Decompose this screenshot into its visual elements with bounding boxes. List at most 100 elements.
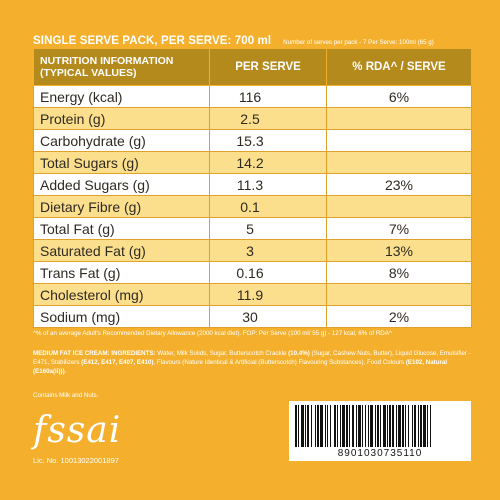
barcode-bar: [412, 405, 413, 447]
barcode-bar: [405, 405, 406, 447]
barcode-bar: [295, 405, 297, 447]
pack-header: SINGLE SERVE PACK, PER SERVE: 700 ml Numb…: [33, 31, 473, 49]
row-rda: 6%: [326, 85, 472, 108]
barcode-bar: [337, 405, 338, 447]
barcode-bar: [414, 405, 416, 447]
table-row: Added Sugars (g) 11.3 23%: [33, 173, 472, 196]
barcode-bar: [330, 405, 331, 447]
barcode-bar: [356, 405, 357, 447]
table-row: Saturated Fat (g) 3 13%: [33, 239, 472, 262]
barcode-bar: [427, 405, 428, 447]
row-value: 3: [209, 239, 327, 262]
pack-header-title: SINGLE SERVE PACK, PER SERVE: 700 ml: [33, 35, 272, 47]
barcode-bar: [389, 405, 391, 447]
row-value: 30: [209, 305, 327, 328]
barcode-bar: [334, 405, 336, 447]
barcode: 8901030735110: [289, 401, 471, 461]
barcode-bar: [418, 405, 419, 447]
barcode-bar: [398, 405, 401, 447]
barcode-bar: [298, 405, 299, 447]
barcode-bar: [423, 405, 426, 447]
barcode-bar: [325, 405, 326, 447]
barcode-bar: [352, 405, 354, 447]
row-value: 116: [209, 85, 327, 108]
ingredients-colours: (E102, Natural (E160a(ii))): [33, 359, 448, 375]
barcode-bar: [387, 405, 388, 447]
row-label: Added Sugars (g): [33, 173, 210, 196]
rda-footnote: ^% of an average Adult's Recommended Die…: [33, 330, 392, 337]
barcode-bar: [349, 405, 350, 447]
barcode-bar: [317, 405, 319, 447]
row-label: Cholesterol (mg): [33, 283, 210, 306]
barcode-bar: [380, 405, 381, 447]
ingredients-stabilizers: (E412, E417, E407, E410): [81, 359, 154, 366]
ingredients-part-2: (Sugar, Cashew Nuts, Butter), Liquid Glu…: [33, 350, 471, 366]
table-row: Carbohydrate (g) 15.3: [33, 129, 472, 152]
barcode-bar: [305, 405, 306, 447]
row-label: Sodium (mg): [33, 305, 210, 328]
barcode-bar: [315, 405, 316, 447]
row-label: Energy (kcal): [33, 85, 210, 108]
nutrition-table: NUTRITION INFORMATION (TYPICAL VALUES) P…: [33, 48, 472, 328]
row-rda: [326, 151, 472, 174]
table-row: Sodium (mg) 30 2%: [33, 305, 472, 328]
barcode-bars: [295, 405, 431, 447]
allergen-statement: Contains Milk and Nuts.: [33, 392, 99, 399]
barcode-bar: [311, 405, 312, 447]
row-rda: 8%: [326, 261, 472, 284]
table-row: Dietary Fibre (g) 0.1: [33, 195, 472, 218]
barcode-bar: [370, 405, 373, 447]
barcode-bar: [383, 405, 386, 447]
ingredients-crackle-percent: (10.4%): [288, 350, 310, 357]
barcode-bar: [320, 405, 323, 447]
row-rda: 2%: [326, 305, 472, 328]
row-rda: [326, 129, 472, 152]
row-rda: [326, 107, 472, 130]
barcode-bar: [327, 405, 328, 447]
table-row: Total Fat (g) 5 7%: [33, 217, 472, 240]
ingredients-part-3: , Flavours (Nature Identical & Artificia…: [153, 359, 406, 366]
row-label: Trans Fat (g): [33, 261, 210, 284]
row-value: 2.5: [209, 107, 327, 130]
barcode-bar: [342, 405, 345, 447]
barcode-bar: [392, 405, 394, 447]
header-per-serve: PER SERVE: [209, 48, 327, 86]
row-rda: [326, 195, 472, 218]
barcode-bar: [307, 405, 309, 447]
ingredients-text: MEDIUM FAT ICE CREAM: INGREDIENTS: Water…: [33, 349, 473, 376]
row-rda: 7%: [326, 217, 472, 240]
fssai-license-number: Lic. No. 10013022001897: [33, 456, 119, 465]
barcode-bar: [301, 405, 304, 447]
row-rda: [326, 283, 472, 306]
table-row: Protein (g) 2.5: [33, 107, 472, 130]
row-value: 11.9: [209, 283, 327, 306]
table-row: Energy (kcal) 116 6%: [33, 85, 472, 108]
barcode-bar: [420, 405, 422, 447]
row-value: 5: [209, 217, 327, 240]
row-label: Protein (g): [33, 107, 210, 130]
row-label: Total Fat (g): [33, 217, 210, 240]
row-label: Carbohydrate (g): [33, 129, 210, 152]
table-row: Trans Fat (g) 0.16 8%: [33, 261, 472, 284]
ingredients-heading: MEDIUM FAT ICE CREAM: INGREDIENTS:: [33, 350, 156, 357]
pack-header-note: Number of serves per pack - 7 Per Serve:…: [283, 39, 434, 46]
row-label: Total Sugars (g): [33, 151, 210, 174]
row-label: Saturated Fat (g): [33, 239, 210, 262]
barcode-bar: [340, 405, 341, 447]
header-nutrition-info: NUTRITION INFORMATION (TYPICAL VALUES): [33, 48, 210, 86]
row-value: 0.1: [209, 195, 327, 218]
fssai-logo: fssai: [33, 410, 122, 451]
row-rda: 23%: [326, 173, 472, 196]
row-rda: 13%: [326, 239, 472, 262]
nutrition-table-header: NUTRITION INFORMATION (TYPICAL VALUES) P…: [33, 48, 472, 86]
table-row: Cholesterol (mg) 11.9: [33, 283, 472, 306]
barcode-bar: [396, 405, 397, 447]
table-row: Total Sugars (g) 14.2: [33, 151, 472, 174]
barcode-bar: [358, 405, 361, 447]
ingredients-end: .: [64, 368, 67, 375]
ingredients-part-1: Water, Milk Solids, Sugar, Butterscotch …: [155, 350, 289, 357]
barcode-bar: [368, 405, 369, 447]
row-value: 15.3: [209, 129, 327, 152]
row-label: Dietary Fibre (g): [33, 195, 210, 218]
barcode-bar: [430, 405, 431, 447]
